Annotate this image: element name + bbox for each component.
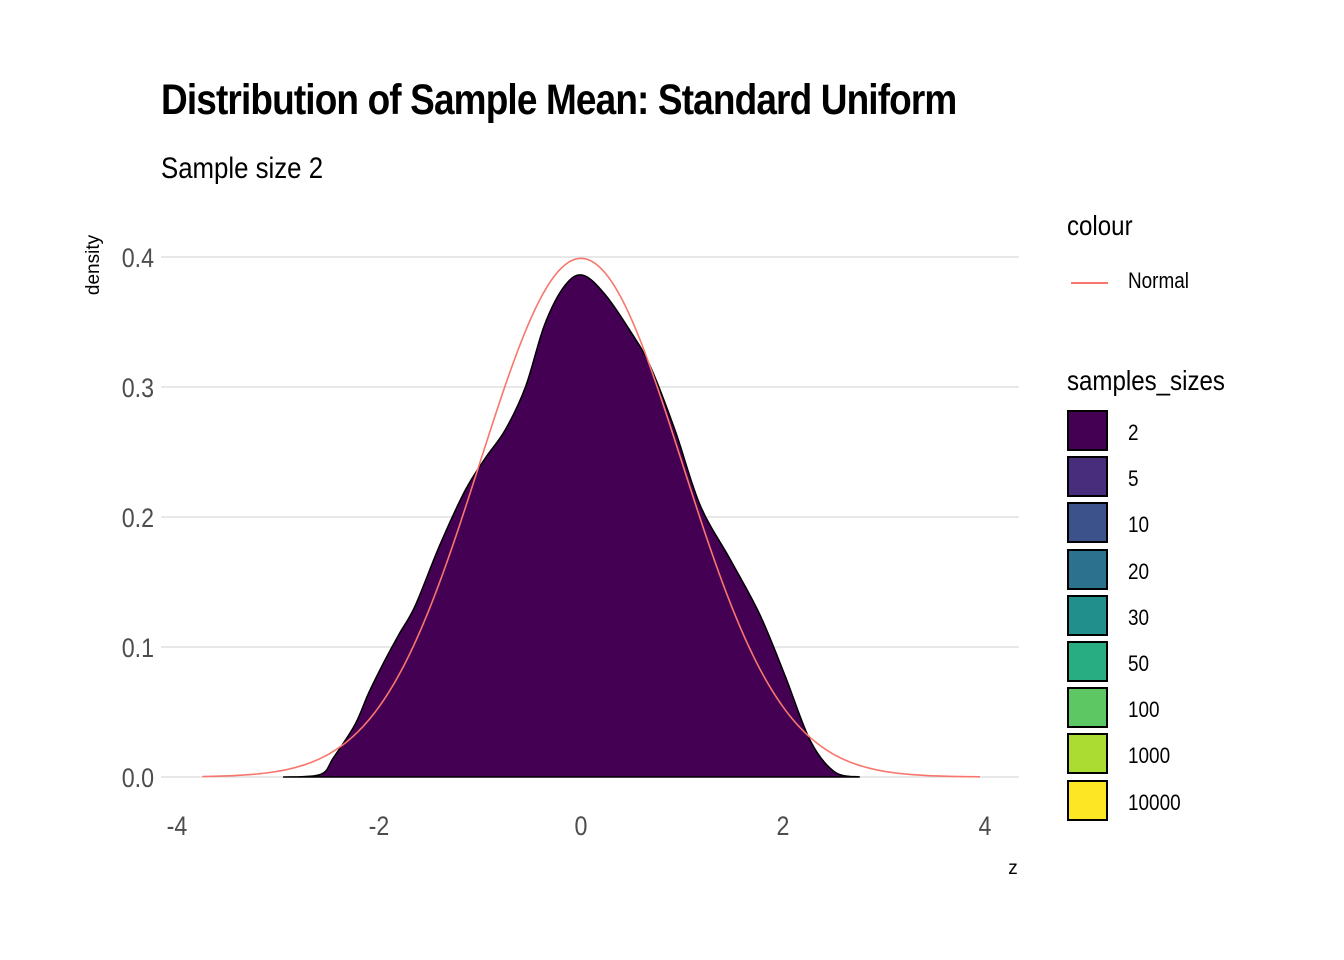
legend-swatch — [1067, 594, 1108, 636]
legend-item-100: 100 — [1067, 687, 1287, 731]
legend-item-30: 30 — [1067, 594, 1287, 639]
x-tick-label: 2 — [777, 811, 790, 841]
normal-curve — [202, 257, 980, 778]
legend-swatch — [1067, 502, 1108, 544]
legend-label: 100 — [1128, 697, 1160, 723]
chart-title: Distribution of Sample Mean: Standard Un… — [161, 76, 957, 124]
legend-label: 5 — [1128, 466, 1139, 492]
legend-item-20: 20 — [1067, 548, 1287, 593]
legend-label: 10000 — [1128, 789, 1181, 815]
legend-swatch — [1067, 641, 1108, 682]
legend-swatch — [1067, 456, 1108, 498]
legend-item-1000: 1000 — [1067, 733, 1287, 777]
legend-item-2: 2 — [1067, 410, 1287, 454]
legend-normal-line-key — [1071, 282, 1108, 284]
y-tick-label: 0.4 — [122, 243, 154, 273]
legend-samples-sizes-title: samples_sizes — [1067, 365, 1225, 396]
x-tick-label: -4 — [167, 811, 188, 841]
legend-swatch — [1067, 687, 1108, 729]
density-area — [282, 274, 860, 778]
y-tick-label: 0.1 — [122, 633, 154, 663]
legend-swatch — [1067, 410, 1108, 451]
legend-colour: colour Normal — [1067, 210, 1189, 293]
legend-label: 1000 — [1128, 743, 1171, 769]
legend-colour-title: colour — [1067, 210, 1133, 241]
legend-label: 2 — [1128, 420, 1139, 445]
legend-item-10000: 10000 — [1067, 779, 1287, 824]
legend-item-10: 10 — [1067, 502, 1287, 546]
legend-label: 30 — [1128, 604, 1150, 630]
x-tick-label: 0 — [575, 811, 588, 841]
legend-label: 50 — [1128, 651, 1150, 676]
x-tick-label: -2 — [369, 811, 390, 841]
y-tick-label: 0.3 — [122, 373, 154, 403]
x-tick-label: 4 — [979, 811, 992, 841]
legend-swatch — [1067, 733, 1108, 775]
y-tick-label: 0.2 — [122, 503, 154, 533]
legend-normal-label: Normal — [1128, 268, 1189, 293]
x-axis-label: z — [1008, 858, 1018, 879]
y-axis-label: density — [83, 234, 104, 295]
y-tick-label: 0.0 — [122, 763, 154, 793]
chart-subtitle: Sample size 2 — [161, 152, 324, 185]
legend-label: 10 — [1128, 512, 1150, 538]
legend-samples-sizes: samples_sizes 2 5 10 20 30 50 100 1000 10000 — [1067, 365, 1251, 821]
legend-item-5: 5 — [1067, 456, 1287, 500]
legend-label: 20 — [1128, 558, 1150, 584]
legend-item-50: 50 — [1067, 641, 1287, 685]
legend-swatch — [1067, 779, 1108, 821]
legend-swatch — [1067, 548, 1108, 590]
